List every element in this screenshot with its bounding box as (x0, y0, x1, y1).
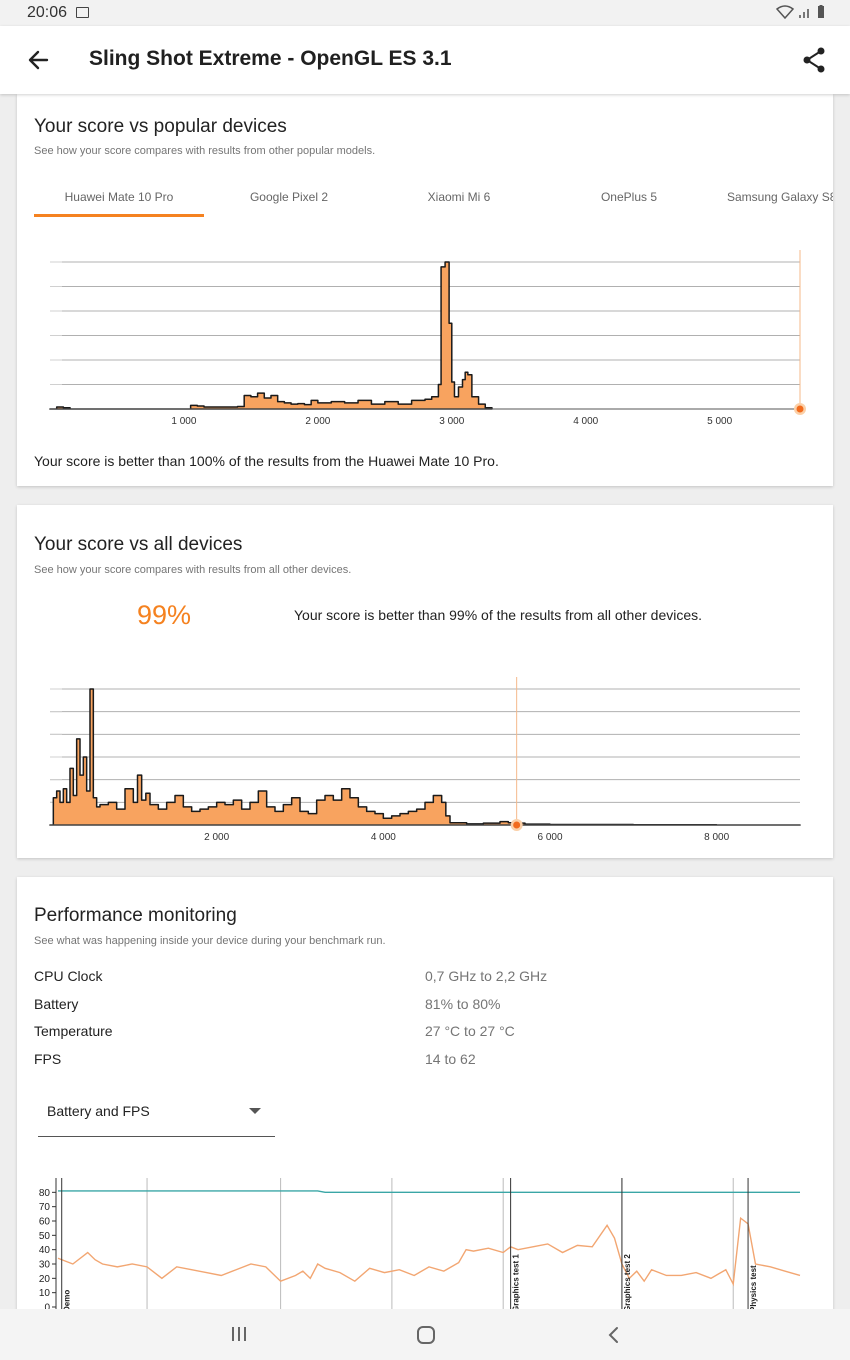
dropdown-selected-value: Battery and FPS (47, 1103, 150, 1119)
x-tick-label: 2 000 (204, 832, 229, 843)
page-title: Sling Shot Extreme - OpenGL ES 3.1 (89, 47, 452, 70)
wifi-icon (776, 5, 794, 19)
dropdown-caret-icon (249, 1108, 261, 1114)
arrow-back-icon (28, 50, 49, 70)
performance-card: Performance monitoring See what was happ… (17, 877, 833, 1317)
image-notification-icon (76, 7, 89, 18)
popular-distribution-chart: 1 000 2 000 3 000 4 000 5 000 (49, 250, 806, 427)
app-bar: Sling Shot Extreme - OpenGL ES 3.1 (0, 26, 850, 94)
stat-label-fps: FPS (34, 1051, 62, 1067)
percentile-description: Your score is better than 99% of the res… (294, 607, 703, 623)
performance-subtitle: See what was happening inside your devic… (34, 935, 386, 947)
status-bar: 20:06 (0, 0, 850, 26)
percentile-value: 99% (137, 600, 192, 630)
y-tick-label: 20 (39, 1274, 51, 1285)
test-marker-label: Physics test (749, 1265, 758, 1312)
all-devices-title: Your score vs all devices (34, 534, 243, 555)
y-tick-label: 50 (39, 1231, 51, 1242)
all-devices-card: Your score vs all devices See how your s… (17, 505, 833, 858)
stat-value-cpu-clock: 0,7 GHz to 2,2 GHz (425, 968, 548, 984)
share-icon (803, 47, 825, 73)
popular-devices-card: Your score vs popular devices See how yo… (17, 94, 833, 486)
test-marker-label: Demo (63, 1290, 72, 1312)
y-tick-label: 10 (39, 1288, 51, 1299)
metric-dropdown[interactable]: Battery and FPS (38, 1089, 275, 1137)
distribution-area (49, 261, 493, 410)
selected-tab-indicator (34, 214, 204, 217)
home-button[interactable] (416, 1325, 436, 1345)
tab-samsung-galaxy[interactable]: Samsung Galaxy S8 (727, 190, 833, 204)
x-tick-label: 4 000 (573, 416, 598, 427)
y-tick-label: 80 (39, 1188, 51, 1199)
test-marker-label: Graphics test 1 (512, 1254, 521, 1312)
stat-value-battery: 81% to 80% (425, 996, 501, 1012)
your-score-marker (796, 405, 804, 413)
tab-huawei-mate-10-pro[interactable]: Huawei Mate 10 Pro (64, 190, 174, 204)
back-nav-button[interactable] (604, 1325, 624, 1345)
stat-value-fps: 14 to 62 (425, 1051, 476, 1067)
system-nav-bar (0, 1309, 850, 1360)
y-tick-label: 0 (44, 1303, 50, 1314)
status-time: 20:06 (27, 4, 68, 21)
battery-icon (818, 5, 824, 18)
series-line-fps (57, 1216, 801, 1287)
share-button[interactable] (798, 44, 830, 76)
x-tick-label: 5 000 (707, 416, 732, 427)
y-tick-label: 30 (39, 1260, 51, 1271)
status-icons (776, 5, 826, 19)
signal-icon (799, 9, 809, 18)
performance-line-chart: 0 10 20 30 40 50 60 70 80 Demo Graphics test 1 Grap… (39, 1178, 801, 1317)
x-tick-label: 4 000 (371, 832, 396, 843)
y-tick-label: 70 (39, 1202, 51, 1213)
your-score-marker (513, 821, 521, 829)
popular-summary: Your score is better than 100% of the re… (34, 453, 499, 469)
stat-label-cpu-clock: CPU Clock (34, 968, 103, 984)
all-devices-subtitle: See how your score compares with results… (34, 564, 352, 576)
tab-oneplus-5[interactable]: OnePlus 5 (600, 190, 658, 204)
tab-xiaomi-mi-6[interactable]: Xiaomi Mi 6 (427, 190, 491, 204)
device-tabs: Huawei Mate 10 Pro Google Pixel 2 Xiaomi… (34, 178, 833, 218)
x-tick-label: 8 000 (704, 832, 729, 843)
tab-google-pixel-2[interactable]: Google Pixel 2 (249, 190, 329, 204)
all-devices-distribution-chart: 2 000 4 000 6 000 8 000 (49, 677, 801, 843)
stat-label-battery: Battery (34, 996, 79, 1012)
y-tick-label: 40 (39, 1245, 51, 1256)
x-tick-label: 2 000 (305, 416, 330, 427)
test-marker-label: Graphics test 2 (623, 1254, 632, 1312)
x-tick-label: 1 000 (171, 416, 196, 427)
recent-apps-button[interactable] (229, 1325, 249, 1343)
popular-subtitle: See how your score compares with results… (34, 145, 376, 157)
back-button[interactable] (22, 44, 54, 76)
popular-title: Your score vs popular devices (34, 116, 287, 137)
x-tick-label: 6 000 (537, 832, 562, 843)
series-line-battery (58, 1190, 800, 1194)
y-tick-label: 60 (39, 1217, 51, 1228)
x-tick-label: 3 000 (439, 416, 464, 427)
stat-value-temperature: 27 °C to 27 °C (425, 1023, 515, 1039)
performance-title: Performance monitoring (34, 905, 237, 926)
distribution-area (49, 688, 801, 826)
stat-label-temperature: Temperature (34, 1023, 113, 1039)
